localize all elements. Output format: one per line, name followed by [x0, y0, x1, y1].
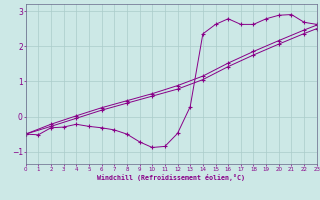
- X-axis label: Windchill (Refroidissement éolien,°C): Windchill (Refroidissement éolien,°C): [97, 174, 245, 181]
